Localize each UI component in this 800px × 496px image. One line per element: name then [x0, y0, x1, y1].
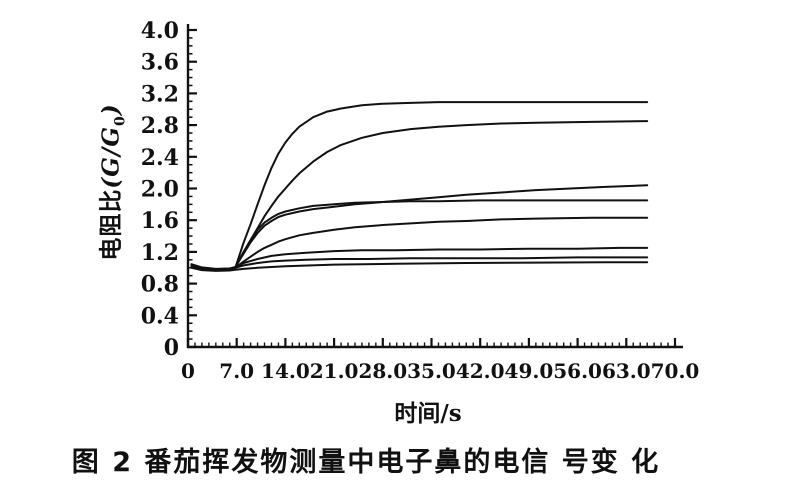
y-axis-title-text: 电阻比: [98, 188, 125, 261]
y-tick-label: 1.6: [141, 208, 179, 234]
x-axis-title-text: 时间: [394, 401, 441, 427]
x-tick-label: 49.0: [505, 359, 554, 383]
y-tick-label: 0: [164, 335, 179, 361]
x-tick-label: 21.0: [310, 359, 359, 383]
x-tick-label: 0: [181, 359, 195, 383]
y-tick-label: 4.0: [141, 18, 179, 44]
curve-8: [190, 261, 649, 272]
curve-1: [190, 101, 649, 271]
y-tick-labels: 0 0.4 0.8 1.2 1.6 2.0 2.4 2.8 3.2 3.6 4.0: [141, 18, 179, 361]
x-tick-label: 35.0: [407, 359, 456, 383]
y-tick-label: 2.8: [141, 113, 179, 139]
series-curves: [190, 101, 649, 272]
line-chart: 00.40.81.21.62.02.42.83.23.64.00 7.0 14.0 2…: [141, 18, 700, 383]
y-tick-label: 2.0: [141, 177, 179, 203]
y-tick-label: 3.2: [141, 81, 179, 107]
y-axis-title: 电阻比(G/G0): [92, 103, 129, 260]
curve-4: [190, 199, 649, 272]
x-tick-label: 28.0: [358, 359, 407, 383]
x-tick-label: 56.0: [553, 359, 602, 383]
x-axis-title-unit: /s: [440, 400, 462, 427]
y-tick-label: 1.2: [141, 240, 179, 266]
curve-7: [190, 256, 649, 270]
y-axis-title-ratio: (G/G0): [97, 103, 129, 189]
figure-caption: 图 2 番茄挥发物测量中电子鼻的电信 号变 化: [71, 447, 661, 478]
y-tick-label: 3.6: [141, 50, 179, 76]
x-tick-label: 7.0: [219, 359, 254, 383]
y-tick-label: 0.4: [141, 303, 179, 329]
x-tick-labels: 0 7.0 14.0 21.0 28.0 35.0 42.0 49.0 56.0 63.0 70.0: [181, 359, 699, 383]
y-tick-label: 2.4: [141, 145, 179, 171]
x-axis-ticks: [186, 338, 677, 347]
x-axis-title: 时间/s: [394, 394, 461, 428]
y-tick-label: 0.8: [141, 272, 179, 298]
x-tick-label: 70.0: [651, 359, 700, 383]
x-tick-label: 63.0: [602, 359, 651, 383]
x-tick-label: 14.0: [261, 359, 310, 383]
y-axis-ticks: [188, 28, 197, 349]
x-tick-label: 42.0: [456, 359, 505, 383]
